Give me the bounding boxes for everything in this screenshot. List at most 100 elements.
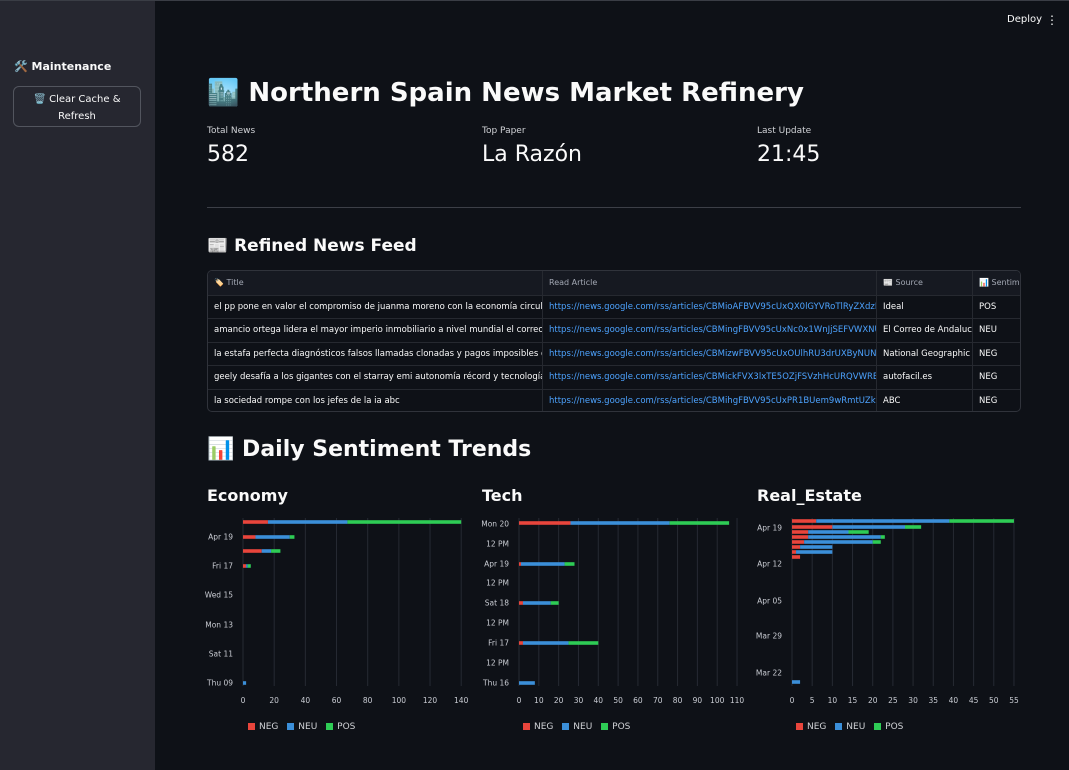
- column-header-source[interactable]: 📰 Source: [877, 271, 973, 295]
- column-header-link[interactable]: Read Article: [543, 271, 877, 295]
- y-tick-label: Mar 22: [756, 669, 782, 678]
- table-row[interactable]: la sociedad rompe con los jefes de la ia…: [208, 388, 1020, 411]
- bar-segment-neu[interactable]: [792, 680, 801, 684]
- bar-segment-pos[interactable]: [568, 641, 599, 645]
- chart-title-real-estate: Real_Estate: [757, 486, 862, 505]
- x-tick-label: 5: [810, 696, 815, 705]
- cell-sentiment: NEU: [979, 325, 997, 336]
- bar-segment-pos[interactable]: [550, 601, 559, 605]
- tech-chart[interactable]: 0 10 20 30 40 50 60 70 80 90 100 110 Mon 20 12 PM Apr …: [475, 512, 753, 712]
- bar-segment-neg[interactable]: [519, 641, 523, 645]
- bar-segment-neu[interactable]: [267, 520, 348, 524]
- kebab-icon[interactable]: ⋮: [1046, 13, 1058, 27]
- bar-segment-neu[interactable]: [255, 535, 290, 539]
- bar-segment-neu[interactable]: [808, 535, 881, 539]
- legend-label-pos: POS: [612, 722, 631, 732]
- legend-swatch-pos: [874, 723, 882, 730]
- cell-title: la estafa perfecta diagnósticos falsos l…: [208, 342, 543, 366]
- y-tick-label: Mon 20: [481, 520, 509, 529]
- table-row[interactable]: geely desafía a los gigantes con el star…: [208, 365, 1020, 389]
- bar-segment-neg[interactable]: [792, 540, 805, 544]
- bar-segment-neg[interactable]: [792, 519, 817, 523]
- metric-label-last-update: Last Update: [757, 126, 812, 136]
- y-tick-label: Fri 17: [212, 562, 233, 571]
- cell-link[interactable]: https://news.google.com/rss/articles/CBM…: [543, 296, 877, 319]
- bar-segment-neg[interactable]: [792, 525, 833, 529]
- bar-segment-neg[interactable]: [243, 520, 268, 524]
- bar-segment-neg[interactable]: [792, 550, 797, 554]
- cell-link[interactable]: https://news.google.com/rss/articles/CBM…: [543, 366, 877, 389]
- bar-segment-pos[interactable]: [347, 520, 462, 524]
- metric-value-top-paper: La Razón: [482, 142, 582, 167]
- divider: [207, 207, 1021, 208]
- bar-segment-neu[interactable]: [520, 562, 565, 566]
- table-row[interactable]: la estafa perfecta diagnósticos falsos l…: [208, 341, 1020, 366]
- cell-title: la sociedad rompe con los jefes de la ia…: [208, 389, 543, 411]
- bar-segment-neg[interactable]: [792, 530, 809, 534]
- bar-segment-neu[interactable]: [800, 545, 833, 549]
- clear-cache-button[interactable]: 🗑️ Clear Cache & Refresh: [13, 86, 141, 127]
- x-tick-label: 40: [301, 696, 311, 705]
- bar-segment-neg[interactable]: [243, 549, 262, 553]
- bar-segment-neu[interactable]: [261, 549, 272, 553]
- y-tick-label: 12 PM: [486, 659, 509, 668]
- y-tick-label: 12 PM: [486, 579, 509, 588]
- bar-segment-neg[interactable]: [792, 535, 809, 539]
- x-tick-label: 50: [613, 696, 623, 705]
- bar-segment-neg[interactable]: [792, 545, 801, 549]
- legend-label-pos: POS: [885, 722, 904, 732]
- column-header-sentiment[interactable]: 📊 Sentiment: [979, 278, 1020, 287]
- bar-segment-neu[interactable]: [522, 641, 569, 645]
- bar-segment-pos[interactable]: [669, 521, 730, 525]
- x-tick-label: 20: [868, 696, 878, 705]
- cell-link[interactable]: https://news.google.com/rss/articles/CBM…: [543, 319, 877, 342]
- legend-swatch-neg: [796, 723, 803, 730]
- bar-segment-neg[interactable]: [243, 535, 256, 539]
- bar-segment-pos[interactable]: [289, 535, 295, 539]
- bar-segment-neg[interactable]: [243, 564, 247, 568]
- legend-swatch-pos: [326, 723, 334, 730]
- bar-segment-neu[interactable]: [832, 525, 905, 529]
- metric-label-total: Total News: [207, 126, 256, 136]
- bar-segment-neu[interactable]: [570, 521, 670, 525]
- bar-segment-neu[interactable]: [243, 681, 247, 685]
- legend-label-neg: NEG: [534, 722, 554, 732]
- cell-link[interactable]: https://news.google.com/rss/articles/CBM…: [543, 389, 877, 411]
- bar-segment-pos[interactable]: [905, 525, 922, 529]
- real-estate-chart[interactable]: 0 5 10 15 20 25 30 35 40 45 50 55 Apr 19 Apr 12 Apr 05…: [750, 512, 1028, 712]
- bar-segment-neg[interactable]: [519, 521, 571, 525]
- bar-segment-neg[interactable]: [792, 555, 801, 559]
- economy-chart[interactable]: 0 20 40 60 80 100 120 140 Apr 19 Fri 17 Wed 15 Mon …: [200, 512, 478, 712]
- bar-segment-pos[interactable]: [949, 519, 1014, 523]
- table-row[interactable]: amancio ortega lidera el mayor imperio i…: [208, 318, 1020, 342]
- deploy-button[interactable]: Deploy: [1007, 14, 1043, 25]
- bar-segment-neu[interactable]: [804, 540, 873, 544]
- trends-title: 📊 Daily Sentiment Trends: [207, 437, 532, 462]
- bar-segment-pos[interactable]: [880, 535, 885, 539]
- bar-segment-neu[interactable]: [519, 681, 535, 685]
- bar-segment-neg[interactable]: [519, 601, 523, 605]
- bar-segment-pos[interactable]: [848, 530, 869, 534]
- bar-segment-pos[interactable]: [271, 549, 281, 553]
- y-tick-label: Mon 13: [205, 621, 233, 630]
- bar-segment-pos[interactable]: [872, 540, 881, 544]
- bar-segment-neu[interactable]: [808, 530, 849, 534]
- cell-sentiment: NEG: [979, 348, 998, 359]
- x-tick-label: 20: [269, 696, 279, 705]
- cell-source: autofacil.es: [877, 366, 973, 389]
- bar-segment-neu[interactable]: [522, 601, 551, 605]
- x-tick-label: 30: [574, 696, 584, 705]
- bar-segment-neg[interactable]: [519, 562, 521, 566]
- bar-segment-neu[interactable]: [796, 550, 833, 554]
- bar-segment-pos[interactable]: [564, 562, 575, 566]
- column-header-title[interactable]: 🏷️ Title: [208, 271, 543, 295]
- cell-sentiment: NEG: [979, 395, 998, 406]
- bar-segment-pos[interactable]: [247, 564, 251, 568]
- cell-link[interactable]: https://news.google.com/rss/articles/CBM…: [543, 342, 877, 366]
- table-row[interactable]: el pp pone en valor el compromiso de jua…: [208, 295, 1020, 319]
- x-tick-label: 0: [517, 696, 522, 705]
- bar-segment-neu[interactable]: [816, 519, 950, 523]
- news-table[interactable]: 🏷️ Title Read Article 📰 Source 📊 Sentim e…: [207, 270, 1021, 412]
- legend-swatch-neg: [248, 723, 255, 730]
- bar-segment-neu[interactable]: [246, 564, 248, 568]
